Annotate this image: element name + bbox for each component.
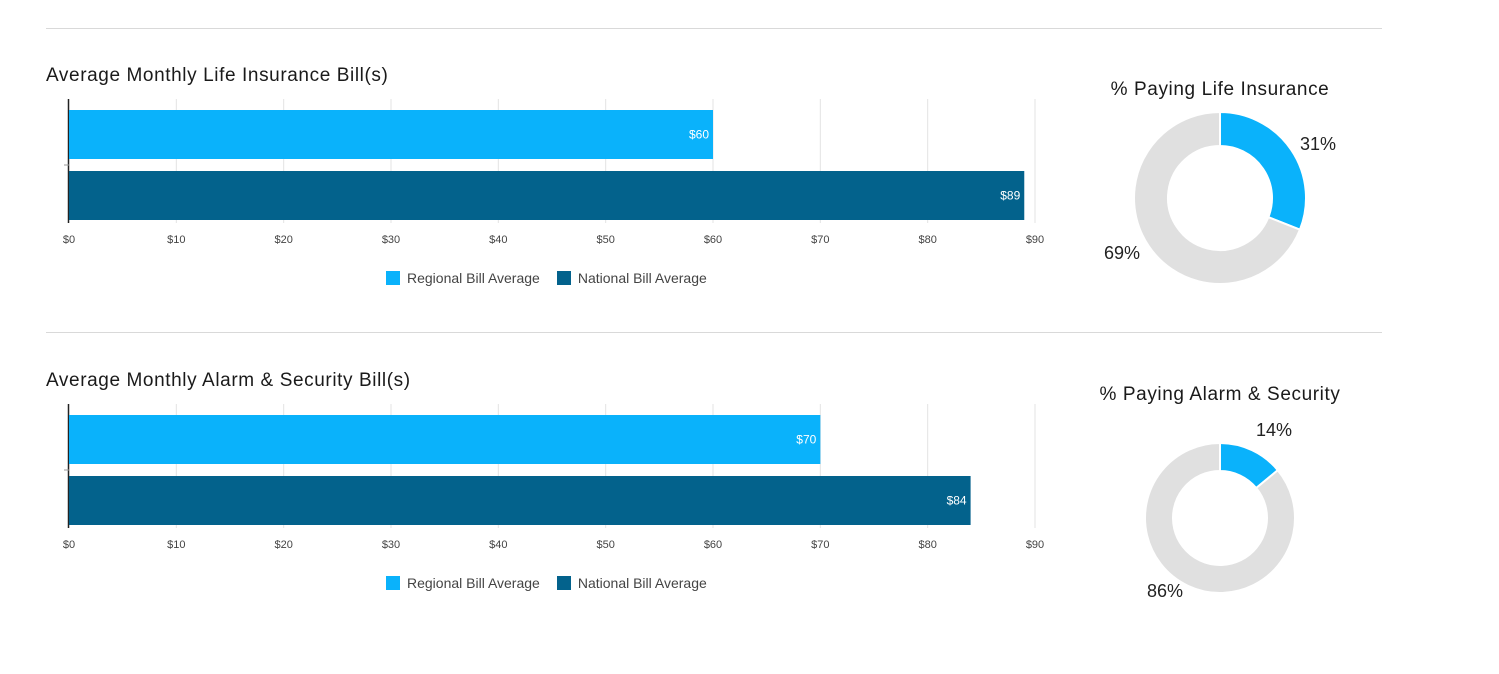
x-tick-label: $90 — [1026, 234, 1044, 246]
middle-divider — [46, 332, 1382, 333]
donut-slice-label: 31% — [1300, 134, 1336, 154]
bar-national[interactable] — [69, 171, 1025, 220]
national-swatch — [556, 576, 571, 590]
bar-regional[interactable] — [69, 110, 713, 159]
national-swatch — [556, 271, 571, 285]
x-tick-label: $40 — [489, 234, 507, 246]
regional-swatch — [386, 576, 400, 590]
legend-item-regional[interactable]: Regional Bill Average — [386, 575, 540, 591]
alarm-security-legend: Regional Bill Average National Bill Aver… — [386, 575, 724, 591]
life-insurance-bar-chart: $0 $10 $20 $30 $40 $50 $60 $70 $80 $90 $60 $89 — [63, 99, 1044, 246]
donut-slice-label: 69% — [1104, 243, 1140, 263]
life-insurance-section: Average Monthly Life Insurance Bill(s) $… — [0, 65, 1499, 369]
legend-item-national[interactable]: National Bill Average — [556, 270, 707, 286]
life-insurance-donut-chart: 31% 69% — [1104, 110, 1336, 285]
bar-national[interactable] — [69, 476, 971, 525]
x-tick-label: $10 — [167, 539, 185, 551]
x-tick-label: $80 — [918, 539, 936, 551]
alarm-security-donut-chart: 14% 86% — [1144, 420, 1296, 601]
x-tick-label: $30 — [382, 539, 400, 551]
legend-label-national: National Bill Average — [577, 575, 707, 591]
x-tick-label: $60 — [704, 539, 722, 551]
regional-swatch — [386, 271, 400, 285]
legend-label-regional: Regional Bill Average — [407, 270, 540, 286]
life-insurance-donut-title: % Paying Life Insurance — [1110, 79, 1330, 100]
x-tick-label: $60 — [704, 234, 722, 246]
x-tick-label: $30 — [382, 234, 400, 246]
x-tick-label: $50 — [596, 234, 614, 246]
legend-item-national[interactable]: National Bill Average — [556, 575, 707, 591]
donut-slice-label: 86% — [1147, 581, 1183, 601]
bar-value-label: $89 — [1000, 189, 1020, 203]
bar-value-label: $60 — [689, 128, 709, 142]
x-tick-label: $70 — [811, 539, 829, 551]
alarm-security-donut-title: % Paying Alarm & Security — [1099, 384, 1341, 405]
x-tick-label: $20 — [274, 539, 292, 551]
x-tick-label: $50 — [596, 539, 614, 551]
legend-label-national: National Bill Average — [577, 270, 707, 286]
bar-regional[interactable] — [69, 415, 821, 464]
x-tick-label: $10 — [167, 234, 185, 246]
alarm-security-section: Average Monthly Alarm & Security Bill(s)… — [0, 370, 1499, 674]
x-tick-label: $80 — [918, 234, 936, 246]
donut-slice[interactable] — [1133, 110, 1302, 285]
life-insurance-bar-title: Average Monthly Life Insurance Bill(s) — [46, 65, 389, 86]
x-tick-label: $70 — [811, 234, 829, 246]
x-tick-label: $90 — [1026, 539, 1044, 551]
donut-slice[interactable] — [1219, 110, 1307, 231]
x-tick-label: $0 — [63, 234, 75, 246]
donut-slice-label: 14% — [1256, 420, 1292, 440]
legend-item-regional[interactable]: Regional Bill Average — [386, 270, 540, 286]
top-divider — [46, 28, 1382, 29]
donut-slice[interactable] — [1144, 441, 1296, 594]
alarm-security-bar-title: Average Monthly Alarm & Security Bill(s) — [46, 370, 411, 391]
legend-label-regional: Regional Bill Average — [407, 575, 540, 591]
bar-value-label: $70 — [796, 433, 816, 447]
x-tick-label: $20 — [274, 234, 292, 246]
x-tick-label: $0 — [63, 539, 75, 551]
x-tick-label: $40 — [489, 539, 507, 551]
life-insurance-legend: Regional Bill Average National Bill Aver… — [386, 270, 724, 286]
alarm-security-bar-chart: $0 $10 $20 $30 $40 $50 $60 $70 $80 $90 $70 $84 — [63, 404, 1044, 551]
bar-value-label: $84 — [947, 494, 967, 508]
